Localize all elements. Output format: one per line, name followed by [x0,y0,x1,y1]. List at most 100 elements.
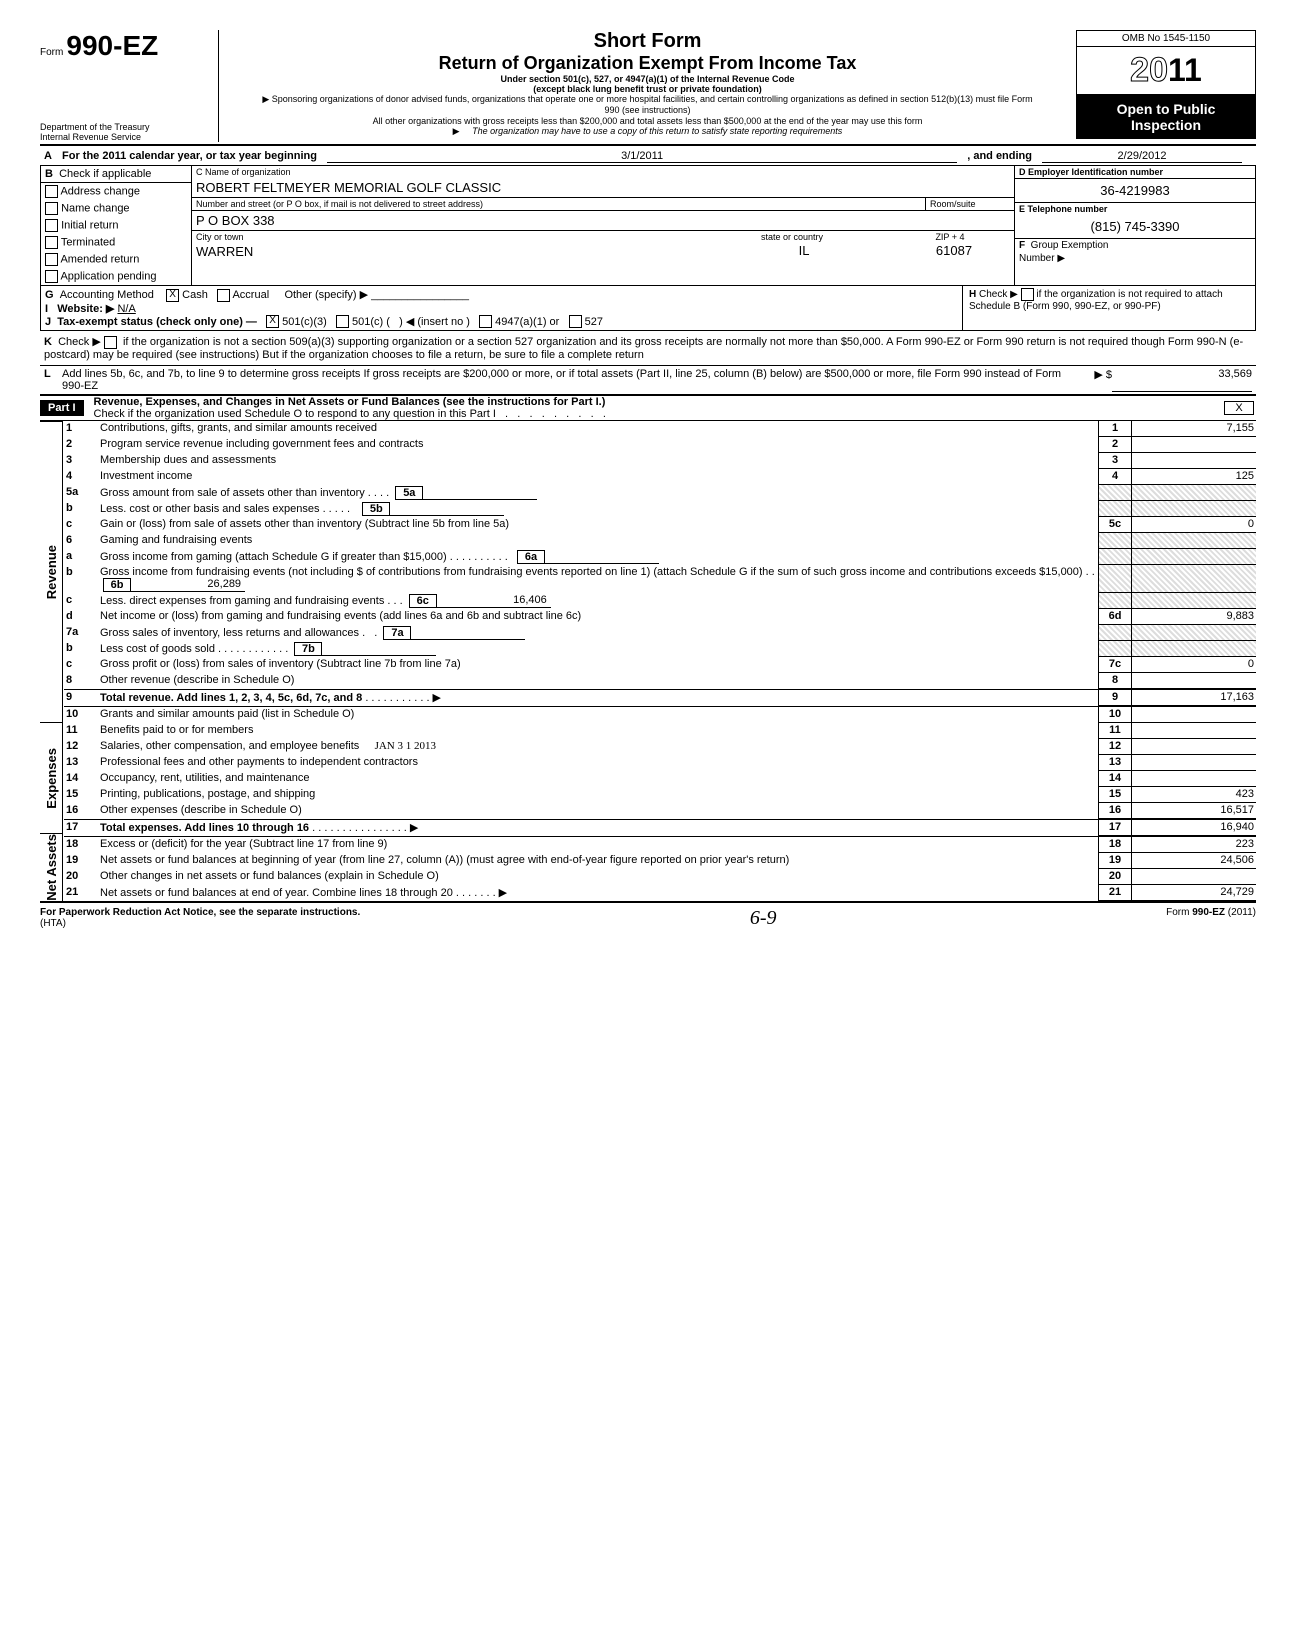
part1-check-o: Check if the organization used Schedule … [94,408,496,420]
ln5b: b [64,501,98,517]
checkbox-accrual[interactable] [217,289,230,302]
cn21: 21 [1098,885,1132,901]
amt13 [1132,755,1256,771]
lt8: Other revenue (describe in Schedule O) [98,673,1098,689]
l-row: L Add lines 5b, 6c, and 7b, to line 9 to… [40,366,1256,396]
lt18: Excess or (deficit) for the year (Subtra… [98,837,1098,853]
label-address-change: Address change [60,185,140,197]
amt17: 16,940 [1132,820,1256,836]
checkbox-application-pending[interactable] [45,270,58,283]
cn5c: 5c [1098,517,1132,533]
period-row: A For the 2011 calendar year, or tax yea… [40,148,1256,165]
cn9: 9 [1098,690,1132,706]
ln6: 6 [64,533,98,549]
amt2 [1132,437,1256,453]
amt7c: 0 [1132,657,1256,673]
note-1: Sponsoring organizations of donor advise… [272,94,1033,115]
checkbox-4947[interactable] [479,315,492,328]
lt6: Gaming and fundraising events [98,533,1098,549]
checkbox-501c3[interactable]: X [266,315,279,328]
label-terminated: Terminated [61,236,115,248]
lt20: Other changes in net assets or fund bala… [98,869,1098,885]
box7a: 7a [383,626,411,640]
sha6c [1132,593,1256,609]
ln2: 2 [64,437,98,453]
label-initial-return: Initial return [61,219,118,231]
side-expenses: Expenses [44,748,59,809]
dept-irs: Internal Revenue Service [40,132,210,142]
checkbox-527[interactable] [569,315,582,328]
amt12 [1132,739,1256,755]
v5b [390,502,504,516]
checkbox-address-change[interactable] [45,185,58,198]
b-label: Check if applicable [59,168,151,180]
box6a: 6a [517,550,545,564]
sh7a [1098,625,1132,641]
subtitle-1: Under section 501(c), 527, or 4947(a)(1)… [229,74,1066,84]
checkbox-k[interactable] [104,336,117,349]
amt4: 125 [1132,469,1256,485]
cn20: 20 [1098,869,1132,885]
sh5a [1098,485,1132,501]
amt21: 24,729 [1132,885,1256,901]
checkbox-name-change[interactable] [45,202,58,215]
ln6b: b [64,565,98,593]
lt19: Net assets or fund balances at beginning… [98,853,1098,869]
ln19: 19 [64,853,98,869]
footer-left: For Paperwork Reduction Act Notice, see … [40,907,360,918]
checkbox-cash[interactable]: X [166,289,179,302]
box5b: 5b [362,502,390,516]
lt7c: Gross profit or (loss) from sales of inv… [98,657,1098,673]
checkbox-501c[interactable] [336,315,349,328]
period-label: For the 2011 calendar year, or tax year … [62,150,317,163]
side-net-assets: Net Assets [44,834,59,901]
city-label: City or town [196,232,244,242]
open-to-public: Open to Public Inspection [1076,95,1256,139]
c-label: C Name of organization [192,166,1014,178]
label-501c: 501(c) ( [352,316,390,328]
form-prefix: Form [40,47,63,58]
col-b: B Check if applicable Address change Nam… [41,166,192,285]
open-line1: Open to Public [1117,101,1216,117]
ln20: 20 [64,869,98,885]
checkbox-h[interactable] [1021,288,1034,301]
label-application-pending: Application pending [60,270,156,282]
d-label: D Employer Identification number [1019,167,1163,177]
header-right: OMB No 1545-1150 20201111 Open to Public… [1076,30,1256,139]
addr-label: Number and street (or P O box, if mail i… [192,198,925,210]
sha6 [1132,533,1256,549]
amt1: 7,155 [1132,421,1256,437]
sh5b [1098,501,1132,517]
part1-header: Part I Revenue, Expenses, and Changes in… [40,396,1256,421]
footer-right: Form 990-EZ (2011) [1166,907,1256,930]
stamp-date: JAN 3 1 2013 [375,740,436,752]
v6b: 26,289 [131,578,245,592]
v6c: 16,406 [437,594,551,608]
amt15: 423 [1132,787,1256,803]
v7b [322,642,436,656]
info-block: B Check if applicable Address change Nam… [40,165,1256,286]
checkbox-initial-return[interactable] [45,219,58,232]
f-number: Number ▶ [1015,252,1255,265]
sha5b [1132,501,1256,517]
v6a [545,550,659,564]
part1-x[interactable]: X [1224,401,1254,415]
cn18: 18 [1098,837,1132,853]
amt19: 24,506 [1132,853,1256,869]
box5a: 5a [395,486,423,500]
subtitle-2: (except black lung benefit trust or priv… [229,84,1066,94]
l-text: Add lines 5b, 6c, and 7b, to line 9 to d… [62,368,1072,392]
lt7b: Less cost of goods sold [100,643,215,655]
sha6b [1132,565,1256,593]
lt16: Other expenses (describe in Schedule O) [98,803,1098,819]
cn15: 15 [1098,787,1132,803]
amt16: 16,517 [1132,803,1256,819]
lt10: Grants and similar amounts paid (list in… [98,707,1098,723]
form-id-box: Form 990-EZ Department of the Treasury I… [40,30,219,142]
sha5a [1132,485,1256,501]
lt17: Total expenses. Add lines 10 through 16 [100,822,309,834]
ln18: 18 [64,837,98,853]
checkbox-terminated[interactable] [45,236,58,249]
checkbox-amended-return[interactable] [45,253,58,266]
lt15: Printing, publications, postage, and shi… [98,787,1098,803]
